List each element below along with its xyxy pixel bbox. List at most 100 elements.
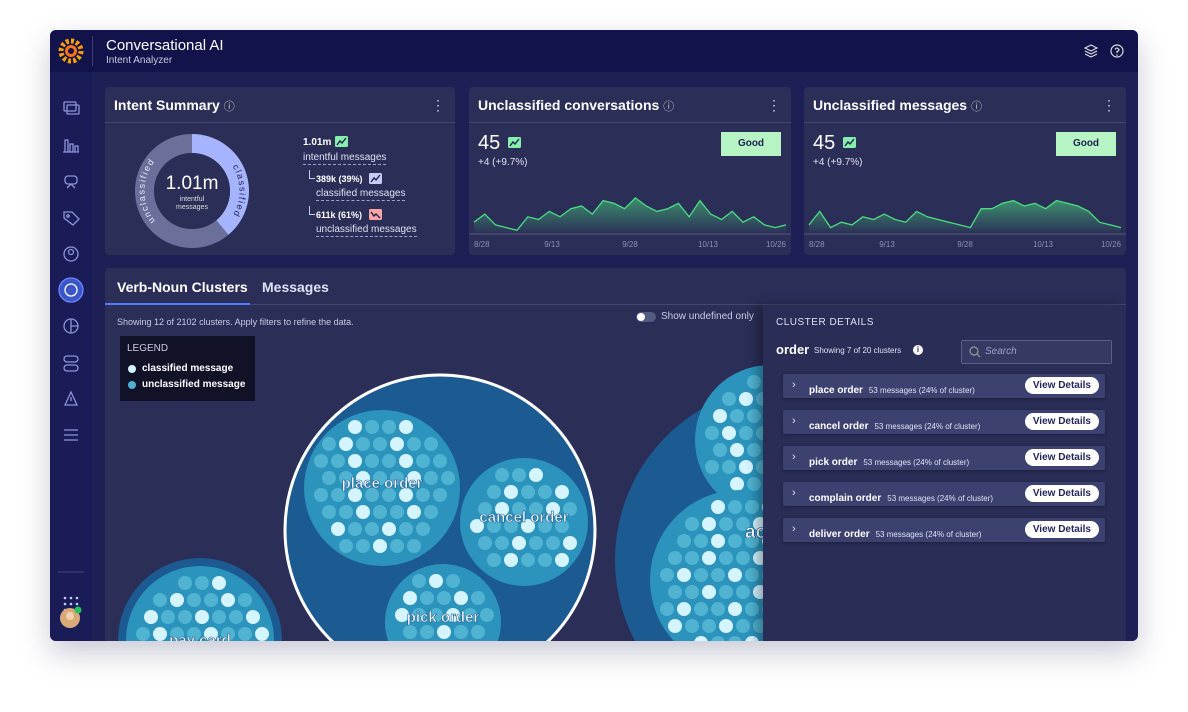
message-dot (420, 625, 434, 639)
metric-value: 45 (478, 132, 501, 154)
icon-line (509, 138, 520, 147)
toggle[interactable] (636, 312, 656, 322)
message-dot (255, 627, 269, 641)
summary-breakdown: 1.01m intentful messages 389k (39%) classif… (303, 136, 453, 247)
avatar[interactable] (59, 606, 83, 630)
menu-icon[interactable]: ⋮ (767, 97, 781, 113)
message-dot (753, 551, 763, 565)
settings-icon[interactable] (64, 429, 78, 441)
user-icon[interactable] (63, 246, 79, 262)
donut-segment (135, 134, 229, 248)
message-dot (433, 454, 447, 468)
legend: LEGEND classified message unclassified m… (120, 336, 255, 401)
tab[interactable]: Messages (262, 279, 329, 295)
icon-line (844, 138, 855, 147)
message-dot (521, 553, 535, 567)
message-dot (711, 500, 725, 514)
message-dot (736, 517, 750, 531)
message-dot (416, 522, 430, 536)
x-tick-label: 8/28 (474, 240, 490, 249)
cluster-label: pay card (169, 632, 231, 641)
message-dot (407, 437, 421, 451)
message-dot (395, 608, 409, 622)
message-dot (382, 488, 396, 502)
view-details-button[interactable]: View Details (1024, 449, 1099, 466)
row-text: cancel order 53 messages (24% of cluster) (809, 416, 980, 434)
breakdown-value: 389k (39%) (316, 174, 363, 184)
message-dot (747, 409, 761, 423)
view-details-button[interactable]: View Details (1024, 521, 1099, 538)
chat-icon[interactable] (63, 101, 80, 115)
message-dot (382, 454, 396, 468)
tab-active[interactable]: Verb-Noun Clusters (117, 279, 248, 295)
row-info: 53 messages (24% of cluster) (868, 386, 975, 395)
cluster-row[interactable]: › cancel order 53 messages (24% of cluster… (783, 410, 1105, 434)
layers-icon[interactable] (1084, 44, 1098, 58)
message-dot (495, 468, 509, 482)
message-dot (373, 471, 387, 485)
pie-icon[interactable] (63, 318, 79, 334)
view-details-button[interactable]: View Details (1024, 413, 1099, 430)
message-dot (322, 437, 336, 451)
message-dot (745, 534, 759, 548)
message-dot (187, 593, 201, 607)
view-details-button[interactable]: View Details (1024, 485, 1099, 502)
tag-icon[interactable] (63, 211, 80, 226)
sparkline-chart: 8/28 9/13 9/28 10/13 10/26 (804, 199, 1126, 249)
flow-icon[interactable] (63, 355, 79, 372)
cluster-row[interactable]: › pick order 53 messages (24% of cluster) V… (783, 446, 1105, 470)
message-dot (195, 576, 209, 590)
message-dot (728, 500, 742, 514)
cluster-row[interactable]: › deliver order 53 messages (24% of cluste… (783, 518, 1105, 542)
details-count: Showing 7 of 20 clusters (814, 346, 902, 355)
message-dot (322, 505, 336, 519)
message-dot (512, 502, 526, 516)
row-name: place order (809, 385, 863, 396)
breakdown-value: 611k (61%) (316, 210, 363, 220)
trend-icon (335, 136, 348, 147)
message-dot (153, 627, 167, 641)
message-dot (694, 568, 708, 582)
donut-caption: intentful (180, 196, 205, 203)
donut-chart: classifiedunclassified1.01mintentfulmess… (135, 134, 250, 248)
message-dot (471, 591, 485, 605)
message-dot (373, 437, 387, 451)
x-tick-label: 8/28 (809, 240, 825, 249)
bot-icon[interactable] (64, 175, 78, 189)
help-icon[interactable] (1110, 44, 1124, 58)
message-dot (221, 627, 235, 641)
message-dot (728, 534, 742, 548)
icon-line (370, 211, 381, 219)
message-dot (705, 426, 719, 440)
message-dot (382, 522, 396, 536)
message-dot (728, 568, 742, 582)
info-text: Showing 12 of 2102 clusters. Apply filte… (117, 317, 354, 327)
menu-icon[interactable]: ⋮ (431, 97, 445, 113)
card-title: Unclassified messages ⓘ (813, 97, 982, 114)
breakdown-label: unclassified messages (316, 224, 417, 237)
alert-icon[interactable] (63, 390, 79, 406)
search-box[interactable]: Search (961, 340, 1112, 364)
row-name: cancel order (809, 421, 869, 432)
cluster-row[interactable]: › place order 53 messages (24% of cluster)… (783, 374, 1105, 398)
message-dot (555, 553, 569, 567)
connector (309, 206, 315, 215)
menu-icon[interactable]: ⋮ (1102, 97, 1116, 113)
message-dot (429, 574, 443, 588)
row-text: place order 53 messages (24% of cluster) (809, 380, 975, 398)
divider (92, 36, 93, 66)
message-dot (529, 502, 543, 516)
chevron: › (792, 379, 796, 391)
info-icon: i (913, 345, 923, 355)
app-title: Conversational AI (106, 37, 224, 54)
message-dot (407, 539, 421, 553)
active-nav[interactable] (58, 277, 84, 303)
message-dot (403, 591, 417, 605)
donut-segment (192, 134, 250, 235)
message-dot (348, 420, 362, 434)
view-details-button[interactable]: View Details (1024, 377, 1099, 394)
cluster-row[interactable]: › complain order 53 messages (24% of clust… (783, 482, 1105, 506)
icon-bg (369, 173, 382, 184)
chart-icon[interactable] (63, 139, 79, 153)
message-dot (694, 534, 708, 548)
